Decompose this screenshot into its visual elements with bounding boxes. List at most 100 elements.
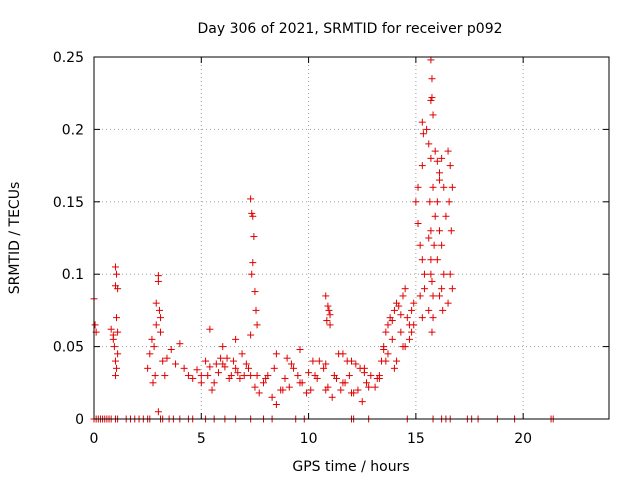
data-point — [397, 328, 405, 336]
axis-ticks: 0 5 10 15 20 0 0.05 0.1 0.15 0.2 0.25 — [53, 50, 609, 447]
data-point — [448, 285, 456, 293]
data-point — [446, 162, 454, 170]
x-tick-label: 15 — [407, 431, 425, 447]
data-point — [416, 241, 424, 249]
data-point — [438, 241, 446, 249]
data-point — [435, 169, 443, 177]
data-point — [429, 183, 437, 191]
data-point — [110, 343, 118, 351]
data-point — [309, 357, 317, 365]
data-point — [435, 227, 443, 235]
data-point — [395, 302, 403, 310]
data-point — [408, 328, 416, 336]
data-point — [249, 212, 257, 220]
data-point — [343, 357, 351, 365]
data-point — [430, 241, 438, 249]
data-point — [197, 379, 205, 387]
y-axis-label: SRMTID / TECUs — [7, 182, 23, 295]
data-point — [107, 325, 115, 333]
data-point — [330, 372, 338, 380]
data-point — [322, 360, 330, 368]
data-point — [290, 364, 298, 372]
data-point — [446, 270, 454, 278]
data-point — [428, 328, 436, 336]
data-point — [272, 401, 280, 409]
data-point — [326, 311, 334, 319]
data-point — [285, 383, 293, 391]
data-point — [176, 340, 184, 348]
data-point — [408, 306, 416, 314]
data-point — [390, 364, 398, 372]
data-point — [245, 364, 252, 372]
chart-title: Day 306 of 2021, SRMTID for receiver p09… — [197, 21, 502, 37]
data-point — [425, 140, 433, 148]
data-point — [109, 335, 117, 343]
data-point — [163, 354, 171, 362]
data-point — [337, 386, 345, 394]
data-point — [412, 198, 420, 206]
data-point — [418, 118, 426, 126]
data-point — [403, 314, 411, 322]
data-point — [159, 357, 167, 365]
data-point — [345, 372, 353, 380]
data-point — [189, 374, 197, 382]
data-point — [425, 234, 433, 242]
data-point — [144, 364, 152, 372]
data-point — [247, 372, 255, 380]
plot-frame — [93, 56, 610, 420]
data-point — [393, 357, 401, 365]
data-point — [320, 364, 328, 372]
data-point — [427, 256, 435, 264]
data-point — [420, 270, 428, 278]
data-point — [279, 386, 287, 394]
data-point — [360, 369, 368, 377]
data-point — [431, 212, 439, 220]
data-point — [248, 209, 256, 217]
data-point — [223, 354, 231, 362]
data-point — [418, 162, 426, 170]
data-point — [250, 233, 258, 241]
data-point — [206, 363, 214, 371]
data-point — [447, 227, 455, 235]
data-point — [322, 292, 330, 300]
data-point — [433, 256, 441, 264]
data-point — [428, 94, 436, 102]
data-point — [157, 328, 165, 336]
data-point — [204, 372, 212, 380]
data-point — [240, 372, 248, 380]
data-point — [113, 364, 121, 372]
data-point — [429, 314, 437, 322]
data-point — [270, 364, 278, 372]
data-point — [445, 198, 453, 206]
data-point — [427, 270, 435, 278]
data-point — [324, 302, 332, 310]
data-point — [193, 366, 201, 374]
data-point — [305, 369, 313, 377]
data-point — [433, 157, 441, 165]
y-tick-label: 0.1 — [62, 267, 84, 283]
data-point — [172, 360, 180, 368]
data-point — [429, 292, 437, 300]
data-point — [307, 386, 315, 394]
data-point — [427, 154, 435, 162]
data-point — [225, 374, 233, 382]
data-point — [214, 369, 222, 377]
data-point — [262, 374, 270, 382]
data-point — [249, 259, 257, 267]
data-point — [247, 331, 255, 339]
data-point — [148, 335, 156, 343]
data-point — [433, 198, 441, 206]
data-point — [358, 398, 366, 406]
data-point — [114, 350, 122, 358]
y-tick-label: 0.05 — [53, 340, 84, 356]
data-point — [399, 343, 407, 351]
data-point — [113, 314, 121, 322]
data-point — [232, 364, 240, 372]
data-point — [323, 317, 331, 325]
data-point — [150, 343, 158, 351]
data-point — [426, 198, 434, 206]
data-point — [399, 292, 407, 300]
data-point — [210, 379, 218, 387]
data-point — [167, 345, 175, 353]
